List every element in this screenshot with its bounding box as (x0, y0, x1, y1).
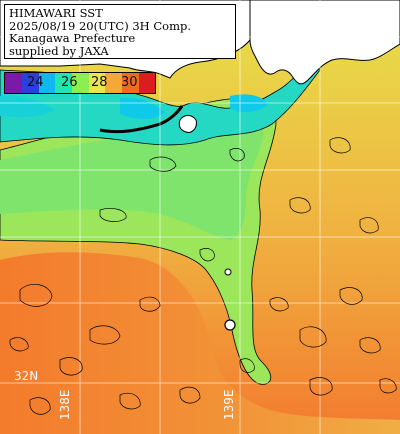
warm-water-region (0, 252, 400, 434)
longitude-label: 139E (222, 389, 236, 421)
title-line: 2025/08/19 20(UTC) 3H Comp. (9, 18, 192, 33)
land-mass (178, 115, 197, 133)
colorbar-segment (105, 73, 123, 93)
map-title-box: HIMAWARI SST 2025/08/19 20(UTC) 3H Comp.… (4, 4, 236, 59)
island (224, 268, 232, 276)
latitude-label: 32N (14, 369, 39, 383)
cool-water-inner (0, 112, 264, 240)
temperature-colorbar: 24 26 28 30 (4, 72, 156, 94)
title-line: HIMAWARI SST (9, 6, 103, 20)
colorbar-segment (5, 73, 23, 93)
longitude-label: 138E (58, 389, 72, 421)
colorbar-segment (138, 73, 155, 93)
colorbar-label: 26 (61, 75, 78, 90)
title-line: Kanagawa Prefecture (9, 31, 136, 45)
title-line: supplied by JAXA (9, 43, 109, 58)
island (224, 319, 236, 331)
land-mass (249, 0, 400, 85)
colorbar-label: 30 (121, 75, 138, 90)
colorbar-segment (88, 73, 106, 93)
colorbar-segment (121, 73, 139, 93)
sst-contours (9, 137, 397, 415)
colorbar-segment (38, 73, 56, 93)
colorbar-segment (55, 73, 73, 93)
cold-patch (0, 95, 55, 118)
colorbar-label: 24 (27, 75, 44, 90)
colorbar-segment (21, 73, 39, 93)
colorbar-segment (71, 73, 89, 93)
colorbar-label: 28 (91, 75, 108, 90)
